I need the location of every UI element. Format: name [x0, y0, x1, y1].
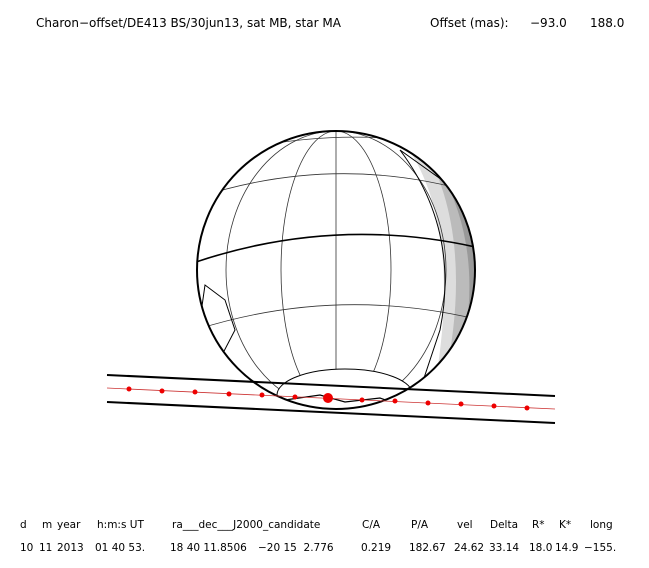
cell: 14.9 [555, 542, 578, 554]
cell: 18 40 11.8506 [170, 542, 247, 554]
occultation-path [106, 374, 556, 424]
column-header: long [590, 519, 613, 531]
globe [196, 130, 476, 410]
data-table: d m year h:m:s UT ra___dec___J2000_candi… [20, 519, 616, 554]
cell: 2013 [57, 542, 84, 554]
offset-y: 188.0 [590, 16, 624, 30]
column-header: d [20, 519, 27, 531]
column-header: C/A [362, 519, 381, 531]
column-header: Delta [490, 519, 518, 531]
column-header: m [42, 519, 52, 531]
column-header: year [57, 519, 81, 531]
cell: 18.0 [529, 542, 552, 554]
column-header: vel [457, 519, 473, 531]
column-header: ra___dec___J2000_candidate [172, 519, 320, 531]
cell: 24.62 [454, 542, 484, 554]
cell: −155. [584, 542, 616, 554]
column-header: R* [532, 519, 545, 531]
cell: 10 [20, 542, 33, 554]
cell: 11 [39, 542, 52, 554]
column-header: K* [559, 519, 571, 531]
offset-x: −93.0 [530, 16, 567, 30]
cell: 33.14 [489, 542, 519, 554]
column-header: P/A [411, 519, 429, 531]
cell: 182.67 [409, 542, 446, 554]
title: Charon−offset/DE413 BS/30jun13, sat MB, … [36, 16, 342, 30]
offset-label: Offset (mas): [430, 16, 509, 30]
column-header: h:m:s UT [97, 519, 144, 531]
cell: 0.219 [361, 542, 391, 554]
cell: 01 40 53. [95, 542, 145, 554]
cell: −20 15 2.776 [258, 542, 334, 554]
